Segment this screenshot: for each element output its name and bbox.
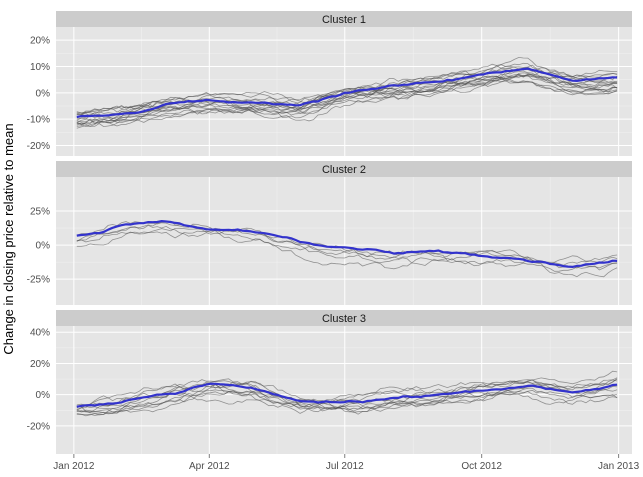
x-tick-label: Jan 2012: [53, 461, 95, 472]
mean-series-line: [76, 220, 618, 268]
y-tick-label: -25%: [27, 275, 50, 286]
y-tick-label: -10%: [27, 115, 50, 126]
panel-background: [56, 177, 632, 305]
member-series-line: [76, 62, 618, 124]
y-tick-label: -20%: [27, 141, 50, 152]
facet-strip-label: Cluster 3: [322, 313, 366, 325]
y-axis-title: Change in closing price relative to mean: [1, 123, 16, 354]
y-tick-label: 20%: [30, 36, 50, 47]
y-tick-label: 0%: [36, 241, 51, 252]
x-tick-label: Jul 2012: [326, 461, 364, 472]
member-series-line: [76, 224, 618, 269]
facet-strip-label: Cluster 2: [322, 164, 366, 176]
x-tick-label: Apr 2012: [189, 461, 230, 472]
member-series-line: [76, 370, 618, 412]
panel-background: [56, 326, 632, 454]
member-series-line: [76, 378, 618, 410]
member-series-line: [76, 80, 618, 124]
member-series-line: [76, 380, 618, 416]
y-tick-label: 0%: [36, 88, 51, 99]
y-tick-label: 40%: [30, 328, 50, 339]
y-tick-label: 10%: [30, 62, 50, 73]
member-series-line: [76, 227, 618, 263]
x-tick-label: Jan 2013: [598, 461, 640, 472]
facet-strip: [56, 161, 632, 177]
facet-strip: [56, 11, 632, 27]
y-tick-label: 0%: [36, 390, 51, 401]
member-series-line: [76, 79, 618, 118]
member-series-line: [76, 378, 618, 415]
mean-series-line: [76, 382, 618, 408]
member-series-line: [76, 227, 618, 266]
y-tick-label: 25%: [30, 207, 50, 218]
facet-strip-label: Cluster 1: [322, 14, 366, 26]
panel-background: [56, 27, 632, 156]
x-tick-label: Oct 2012: [461, 461, 502, 472]
member-series-line: [76, 379, 618, 415]
y-tick-label: -20%: [27, 421, 50, 432]
mean-series-line: [76, 67, 618, 119]
facet-strip: [56, 310, 632, 326]
y-tick-label: 20%: [30, 359, 50, 370]
